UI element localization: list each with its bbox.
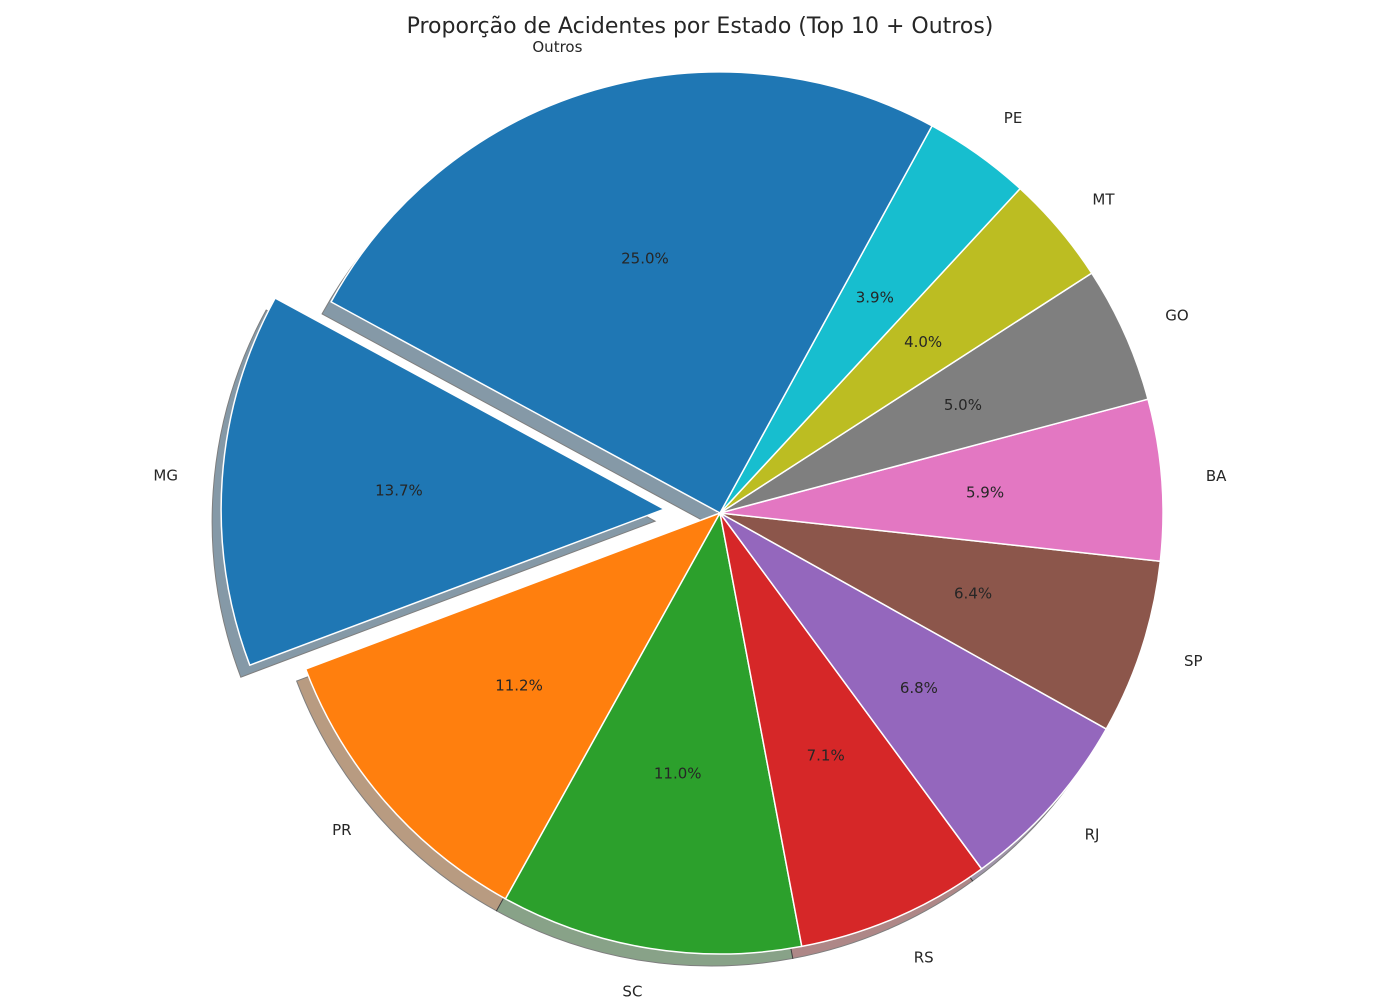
- pct-label-rj: 6.8%: [900, 679, 938, 697]
- slice-sp: [719, 512, 1162, 730]
- slice-sc: [504, 512, 803, 955]
- pct-label-mt: 4.0%: [904, 333, 942, 351]
- slice-rj: [719, 512, 1107, 870]
- slice-label-rj: RJ: [1085, 825, 1100, 843]
- pct-label-outros: 25.0%: [621, 250, 669, 268]
- slice-label-go: GO: [1165, 307, 1188, 325]
- slice-label-mg: MG: [153, 466, 178, 484]
- slice-label-rs: RS: [914, 949, 934, 967]
- slice-labels: MG PR SC RS RJ SP BA GO MT PE Outros: [153, 38, 1227, 1000]
- pct-label-pe: 3.9%: [856, 288, 894, 306]
- slice-label-mt: MT: [1092, 191, 1115, 209]
- slice-label-sp: SP: [1184, 652, 1203, 670]
- slice-label-pr: PR: [332, 821, 351, 839]
- slice-label-sc: SC: [622, 982, 642, 1000]
- slice-label-outros: Outros: [532, 38, 582, 56]
- slice-ba: [719, 398, 1164, 562]
- pct-label-sp: 6.4%: [954, 584, 992, 602]
- slice-label-pe: PE: [1004, 109, 1023, 127]
- slice-outros: [330, 71, 933, 514]
- pct-label-sc: 11.0%: [654, 765, 702, 783]
- pct-label-ba: 5.9%: [966, 483, 1004, 501]
- chart-title: Proporção de Acidentes por Estado (Top 1…: [407, 14, 994, 39]
- percentage-labels: 13.7% 11.2% 11.0% 7.1% 6.8% 6.4% 5.9% 5.0% 4.0% 3…: [375, 250, 1004, 783]
- slice-mg: [220, 297, 665, 666]
- pct-label-rs: 7.1%: [807, 746, 845, 764]
- pct-label-pr: 11.2%: [495, 677, 543, 695]
- pct-label-mg: 13.7%: [375, 481, 423, 499]
- pct-label-go: 5.0%: [944, 396, 982, 414]
- pie-slices: [220, 71, 1164, 955]
- slice-rs: [719, 512, 983, 948]
- slice-label-ba: BA: [1206, 467, 1227, 485]
- slice-pr: [304, 512, 721, 900]
